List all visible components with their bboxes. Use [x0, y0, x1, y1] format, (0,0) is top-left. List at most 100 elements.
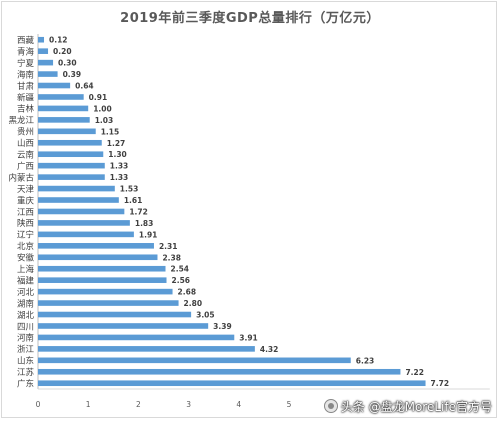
- value-label: 6.23: [356, 356, 375, 365]
- value-label: 1.72: [129, 207, 148, 216]
- category-label: 河南: [17, 333, 34, 344]
- value-label: 3.05: [196, 311, 215, 320]
- value-label: 1.33: [110, 162, 129, 171]
- x-tick-label: 2: [136, 400, 141, 409]
- category-label: 北京: [17, 241, 34, 252]
- bar-17: [38, 220, 130, 226]
- value-label: 1.15: [101, 127, 120, 136]
- value-label: 3.91: [239, 333, 258, 342]
- value-label: 1.61: [124, 196, 143, 205]
- bar-21: [38, 265, 166, 272]
- bar-23: [38, 288, 173, 295]
- value-label: 3.39: [213, 322, 232, 331]
- value-label: 2.56: [172, 276, 191, 285]
- value-label: 0.39: [63, 70, 82, 79]
- bar-4: [38, 71, 58, 77]
- value-label: 7.72: [431, 379, 450, 388]
- bar-16: [38, 208, 125, 215]
- bar-8: [38, 117, 90, 123]
- value-label: 1.83: [135, 219, 154, 228]
- value-label: 4.32: [260, 345, 279, 354]
- bar-30: [38, 368, 401, 375]
- value-label: 1.30: [108, 150, 127, 159]
- bar-15: [38, 197, 119, 203]
- category-label: 山西: [17, 138, 34, 149]
- category-label: 吉林: [17, 104, 35, 115]
- value-label: 1.03: [95, 116, 114, 125]
- category-label: 上海: [17, 264, 35, 275]
- bar-3: [38, 59, 54, 66]
- bar-25: [38, 311, 192, 318]
- category-label: 宁夏: [17, 58, 35, 69]
- category-label: 广西: [17, 161, 34, 172]
- category-label: 云南: [17, 150, 34, 161]
- value-label: 2.38: [162, 253, 181, 262]
- category-label: 陕西: [17, 218, 34, 229]
- category-label: 新疆: [17, 92, 35, 103]
- category-label: 福建: [17, 275, 35, 286]
- category-label: 江西: [17, 208, 34, 218]
- value-label: 1.33: [110, 173, 129, 182]
- bar-12: [38, 162, 105, 169]
- category-label: 安徽: [17, 253, 35, 264]
- value-label: 7.22: [405, 368, 424, 377]
- bar-2: [38, 48, 49, 54]
- value-label: 0.20: [53, 47, 72, 56]
- category-label: 四川: [17, 322, 34, 332]
- category-label: 江苏: [17, 367, 35, 378]
- chart-title: 2019年前三季度GDP总量排行（万亿元）: [120, 11, 380, 26]
- bar-29: [38, 357, 351, 364]
- bar-20: [38, 254, 158, 261]
- value-label: 1.00: [93, 104, 112, 113]
- bar-31: [38, 380, 426, 387]
- category-label: 甘肃: [17, 81, 35, 92]
- x-tick-label: 3: [186, 400, 191, 409]
- watermark-text: 头条 @盘龙MoreLife官方号: [340, 399, 492, 414]
- x-tick-label: 0: [36, 400, 41, 409]
- category-label: 山东: [17, 356, 34, 367]
- bar-18: [38, 231, 134, 238]
- category-label: 重庆: [17, 195, 35, 206]
- category-label: 湖南: [17, 298, 34, 309]
- bar-10: [38, 139, 102, 146]
- x-tick-label: 5: [287, 400, 292, 409]
- bar-7: [38, 105, 89, 112]
- bar-26: [38, 323, 209, 329]
- category-label: 海南: [17, 69, 34, 80]
- bar-6: [38, 94, 84, 100]
- bar-1: [38, 36, 45, 43]
- category-label: 贵州: [17, 127, 34, 138]
- category-label: 西藏: [17, 35, 35, 46]
- value-label: 1.27: [107, 139, 126, 148]
- bar-11: [38, 151, 104, 158]
- category-label: 湖北: [17, 311, 35, 321]
- category-label: 辽宁: [17, 230, 34, 241]
- value-label: 0.64: [75, 82, 94, 91]
- value-label: 0.30: [58, 59, 77, 68]
- category-label: 河北: [17, 287, 35, 298]
- category-label: 内蒙古: [8, 172, 34, 183]
- category-label: 广东: [17, 379, 34, 390]
- bar-5: [38, 82, 71, 89]
- value-label: 0.91: [89, 93, 108, 102]
- value-label: 2.68: [178, 288, 197, 297]
- bar-28: [38, 346, 255, 352]
- x-tick-label: 4: [236, 400, 241, 409]
- value-label: 2.54: [171, 265, 190, 274]
- category-label: 青海: [17, 46, 35, 57]
- avatar-icon: [323, 399, 338, 413]
- bar-13: [38, 174, 105, 180]
- bar-27: [38, 334, 235, 341]
- value-label: 1.91: [139, 230, 158, 239]
- watermark: 头条 @盘龙MoreLife官方号: [323, 397, 492, 415]
- category-label: 浙江: [17, 344, 35, 355]
- bar-24: [38, 300, 179, 306]
- value-label: 1.53: [120, 185, 139, 194]
- category-label: 黑龙江: [8, 115, 34, 126]
- value-label: 2.31: [159, 242, 178, 251]
- value-label: 0.12: [49, 36, 68, 45]
- bar-14: [38, 185, 115, 192]
- bar-19: [38, 243, 154, 249]
- bar-9: [38, 128, 96, 135]
